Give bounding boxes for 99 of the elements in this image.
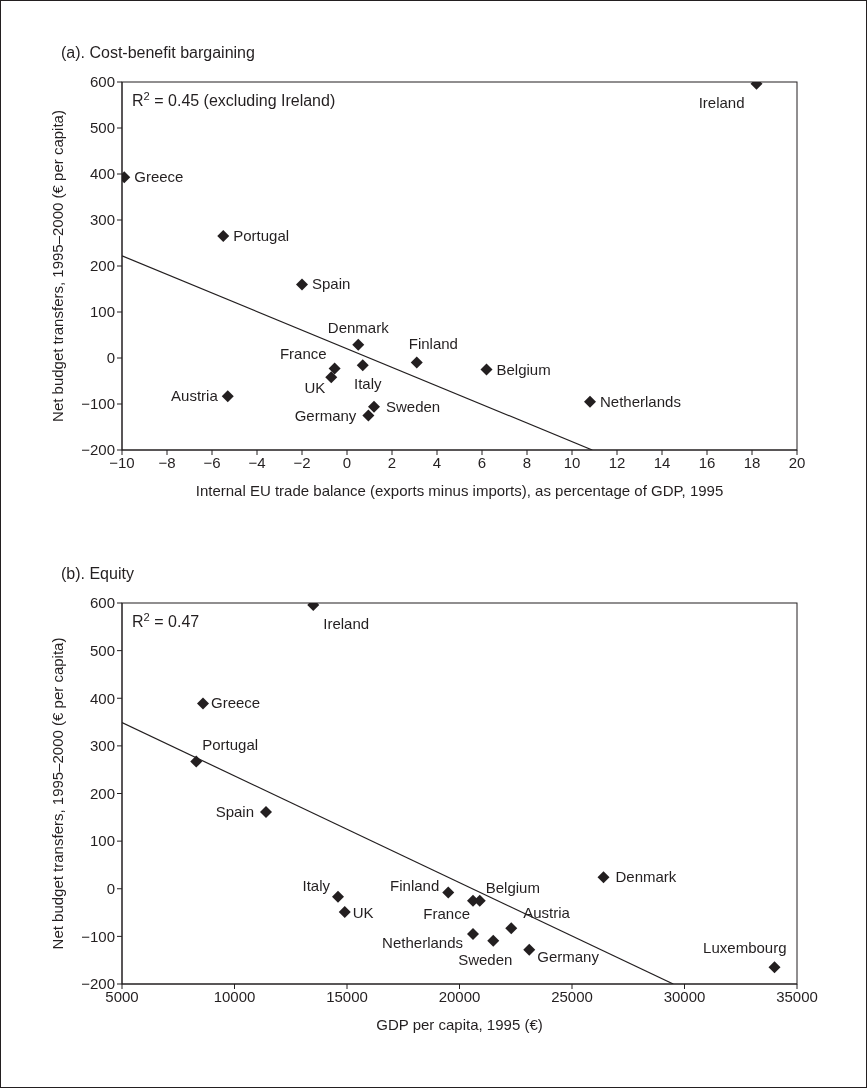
y-tick-label: 0 [106, 349, 115, 367]
x-tick-label: 10 [563, 453, 581, 471]
point [523, 943, 536, 956]
point [328, 362, 341, 375]
chart-title: (a). Cost-benefit bargaining [61, 44, 255, 62]
y-axis-title: Net budget transfers, 1995–2000 (€ per capita) [49, 110, 67, 422]
annotation: Sweden [386, 397, 441, 415]
point [325, 371, 338, 384]
annotation: UK [352, 904, 374, 922]
y-tick-label: 100 [89, 303, 115, 321]
point [368, 400, 380, 413]
annotation: Greece [211, 694, 261, 712]
x-tick-label: 12 [608, 453, 626, 471]
y-tick-label: 300 [89, 211, 115, 229]
x-tick-label: 30000 [663, 987, 706, 1005]
y-tick-label: 100 [89, 832, 115, 850]
x-tick-label: 2 [387, 453, 397, 471]
annotation: Ireland [698, 93, 745, 111]
point [362, 409, 375, 422]
y-tick-label: −200 [81, 975, 115, 993]
x-tick-label: 14 [653, 453, 671, 471]
point [505, 922, 518, 935]
x-tick-label: 16 [698, 453, 716, 471]
y-axis-title: Net budget transfers, 1995–2000 (€ per capita) [49, 637, 67, 950]
point [768, 961, 781, 974]
point [296, 278, 308, 291]
point [356, 359, 369, 372]
x-tick-label: −8 [158, 453, 176, 471]
x-tick-label: 6 [477, 453, 487, 471]
x-tick-label: −2 [293, 453, 311, 471]
y-tick-label: 600 [89, 73, 115, 91]
x-tick-label: 18 [743, 453, 761, 471]
annotation: Portugal [233, 227, 290, 245]
annotation: Finland [408, 334, 458, 352]
x-tick-label: 20000 [438, 987, 481, 1005]
annotation: Denmark [615, 868, 677, 886]
annotation: Italy [353, 375, 382, 393]
annotation: Finland [390, 876, 440, 894]
x-tick-label: 20 [788, 453, 806, 471]
point [480, 363, 493, 376]
annotation: Netherlands [382, 933, 463, 951]
x-tick-label: 8 [522, 453, 532, 471]
y-tick-label: 200 [89, 257, 115, 275]
point [338, 906, 351, 919]
y-tick-label: 200 [89, 784, 115, 802]
y-tick-label: 500 [89, 641, 115, 659]
annotation: France [279, 344, 327, 362]
x-tick-label: 25000 [551, 987, 593, 1005]
y-tick-label: 300 [89, 737, 115, 755]
x-axis-title: Internal EU trade balance (exports minus imports), as percentage of GDP, 1995 [195, 482, 724, 499]
annotation: Germany [294, 406, 357, 424]
point [352, 338, 365, 351]
annotation: Austria [523, 904, 571, 922]
point [197, 697, 209, 710]
x-tick-label: 10000 [213, 987, 256, 1005]
annotation: Spain [215, 803, 254, 821]
y-tick-label: −200 [81, 441, 115, 459]
annotation: Netherlands [600, 392, 681, 410]
y-tick-label: −100 [81, 927, 115, 945]
x-tick-label: 35000 [776, 987, 818, 1005]
x-tick-label: −6 [203, 453, 221, 471]
point [584, 395, 596, 408]
annotation: Spain [312, 275, 351, 293]
point [597, 871, 610, 884]
annotation: R$^{2}$ = 0.45 (excluding Ireland) [132, 90, 336, 109]
point [442, 886, 455, 899]
x-tick-label: 4 [432, 453, 442, 471]
annotation: Greece [134, 168, 184, 186]
x-tick-label: 15000 [326, 987, 368, 1005]
x-tick-label: 0 [342, 453, 352, 471]
annotation: Belgium [485, 878, 540, 896]
annotation: Austria [171, 387, 219, 405]
x-axis-title: GDP per capita, 1995 (€) [376, 1016, 543, 1033]
y-tick-label: 400 [89, 689, 115, 707]
annotation: UK [304, 379, 326, 397]
chart-title: (b). Equity [61, 565, 134, 583]
y-tick-label: 500 [89, 119, 115, 137]
point [221, 390, 234, 403]
annotation: France [423, 904, 470, 922]
point [410, 356, 423, 369]
point [217, 230, 230, 243]
annotation: Ireland [323, 614, 370, 632]
annotation: Luxembourg [703, 939, 787, 957]
point [487, 934, 500, 947]
annotation: Italy [302, 876, 331, 894]
annotation: Denmark [327, 318, 390, 336]
point [467, 927, 479, 940]
annotation: R$^{2}$ = 0.47 [132, 611, 200, 630]
x-tick-label: −4 [248, 453, 266, 471]
annotation: Germany [537, 947, 600, 965]
point [260, 806, 272, 819]
annotation: Portugal [202, 735, 259, 753]
y-tick-label: 0 [106, 880, 115, 898]
y-tick-label: −100 [81, 395, 115, 413]
y-tick-label: 400 [89, 165, 115, 183]
y-tick-label: 600 [89, 594, 115, 612]
annotation: Belgium [496, 360, 551, 378]
annotation: Sweden [458, 950, 513, 968]
point [332, 890, 344, 903]
